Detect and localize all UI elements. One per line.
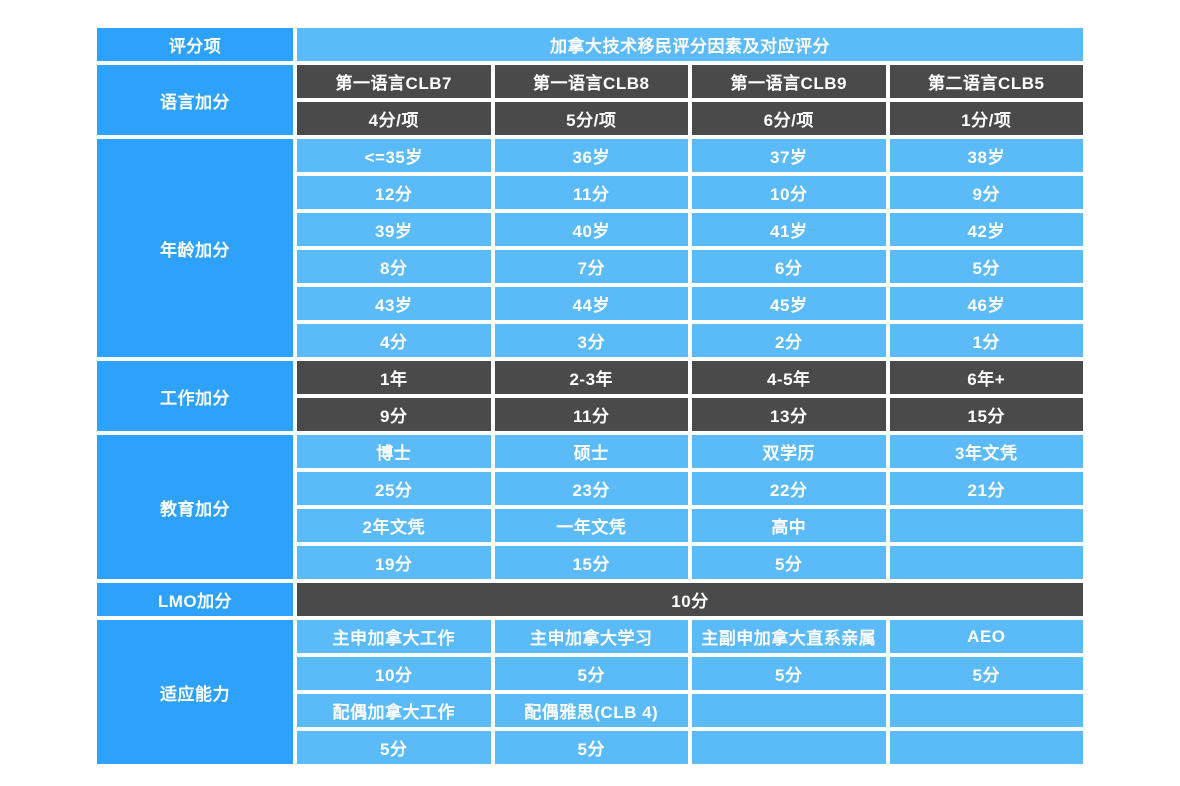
table-cell: 第二语言CLB5 xyxy=(889,65,1083,98)
section-label-1: 年龄加分 xyxy=(97,139,293,357)
immigration-score-table: 评分项 加拿大技术移民评分因素及对应评分 语言加分 第一语言CLB7 第一语言CLB8 第… xyxy=(97,28,1083,764)
table-cell: AEO xyxy=(889,620,1083,653)
table-cell: 1年 xyxy=(297,361,491,394)
corner-header-cell: 评分项 xyxy=(97,28,293,61)
table-cell: 配偶加拿大工作 xyxy=(297,694,491,727)
table-cell: 2-3年 xyxy=(494,361,688,394)
table-cell: 15分 xyxy=(889,398,1083,431)
table-cell: 5分 xyxy=(889,250,1083,283)
table-cell: 第一语言CLB8 xyxy=(494,65,688,98)
table-cell: 5分 xyxy=(692,657,886,690)
table-cell xyxy=(889,509,1083,542)
table-cell: 4分 xyxy=(297,324,491,357)
table-cell: 41岁 xyxy=(692,213,886,246)
table-cell: 39岁 xyxy=(297,213,491,246)
table-cell: 高中 xyxy=(692,509,886,542)
table-cell: 6年+ xyxy=(889,361,1083,394)
table-cell: 43岁 xyxy=(297,287,491,320)
table-cell xyxy=(889,731,1083,764)
table-cell: 13分 xyxy=(692,398,886,431)
table-cell: 主副申加拿大直系亲属 xyxy=(692,620,886,653)
table-cell xyxy=(889,694,1083,727)
table-cell: 15分 xyxy=(494,546,688,579)
table-cell: 23分 xyxy=(494,472,688,505)
table-cell: 7分 xyxy=(494,250,688,283)
table-cell: 21分 xyxy=(889,472,1083,505)
table-cell: 9分 xyxy=(297,398,491,431)
section-label-0: 语言加分 xyxy=(97,65,293,135)
table-cell: 19分 xyxy=(297,546,491,579)
table-cell: 第一语言CLB9 xyxy=(692,65,886,98)
table-cell: 1分/项 xyxy=(889,102,1083,135)
table-cell: 6分/项 xyxy=(692,102,886,135)
table-cell: 5分 xyxy=(889,657,1083,690)
table-cell xyxy=(889,546,1083,579)
table-cell: 5分/项 xyxy=(494,102,688,135)
table-cell: 配偶雅思(CLB 4) xyxy=(494,694,688,727)
table-cell: 主申加拿大学习 xyxy=(494,620,688,653)
table-cell: 一年文凭 xyxy=(494,509,688,542)
table-cell: 44岁 xyxy=(494,287,688,320)
table-cell: 4分/项 xyxy=(297,102,491,135)
table-cell: 11分 xyxy=(494,176,688,209)
table-cell: 8分 xyxy=(297,250,491,283)
table-cell: 10分 xyxy=(297,583,1083,616)
table-cell: 45岁 xyxy=(692,287,886,320)
table-cell: 11分 xyxy=(494,398,688,431)
table-cell: 42岁 xyxy=(889,213,1083,246)
table-cell: 3分 xyxy=(494,324,688,357)
table-title: 加拿大技术移民评分因素及对应评分 xyxy=(297,28,1083,61)
section-label-5: 适应能力 xyxy=(97,620,293,764)
section-label-2: 工作加分 xyxy=(97,361,293,431)
table-cell: 2年文凭 xyxy=(297,509,491,542)
table-cell: 4-5年 xyxy=(692,361,886,394)
table-cell: 46岁 xyxy=(889,287,1083,320)
table-cell xyxy=(692,731,886,764)
table-cell xyxy=(692,694,886,727)
table-cell: 第一语言CLB7 xyxy=(297,65,491,98)
table-cell: 25分 xyxy=(297,472,491,505)
table-cell: 1分 xyxy=(889,324,1083,357)
table-cell: 9分 xyxy=(889,176,1083,209)
table-cell: 37岁 xyxy=(692,139,886,172)
table-cell: <=35岁 xyxy=(297,139,491,172)
table-cell: 6分 xyxy=(692,250,886,283)
table-cell: 5分 xyxy=(494,657,688,690)
table-cell: 40岁 xyxy=(494,213,688,246)
table-cell: 5分 xyxy=(692,546,886,579)
table-cell: 22分 xyxy=(692,472,886,505)
table-cell: 5分 xyxy=(494,731,688,764)
table-cell: 博士 xyxy=(297,435,491,468)
table-cell: 主申加拿大工作 xyxy=(297,620,491,653)
table-cell: 36岁 xyxy=(494,139,688,172)
table-cell: 3年文凭 xyxy=(889,435,1083,468)
section-label-4: LMO加分 xyxy=(97,583,293,616)
table-cell: 10分 xyxy=(297,657,491,690)
table-cell: 2分 xyxy=(692,324,886,357)
table-cell: 10分 xyxy=(692,176,886,209)
table-cell: 硕士 xyxy=(494,435,688,468)
table-cell: 双学历 xyxy=(692,435,886,468)
table-cell: 5分 xyxy=(297,731,491,764)
section-label-3: 教育加分 xyxy=(97,435,293,579)
table-cell: 12分 xyxy=(297,176,491,209)
table-cell: 38岁 xyxy=(889,139,1083,172)
